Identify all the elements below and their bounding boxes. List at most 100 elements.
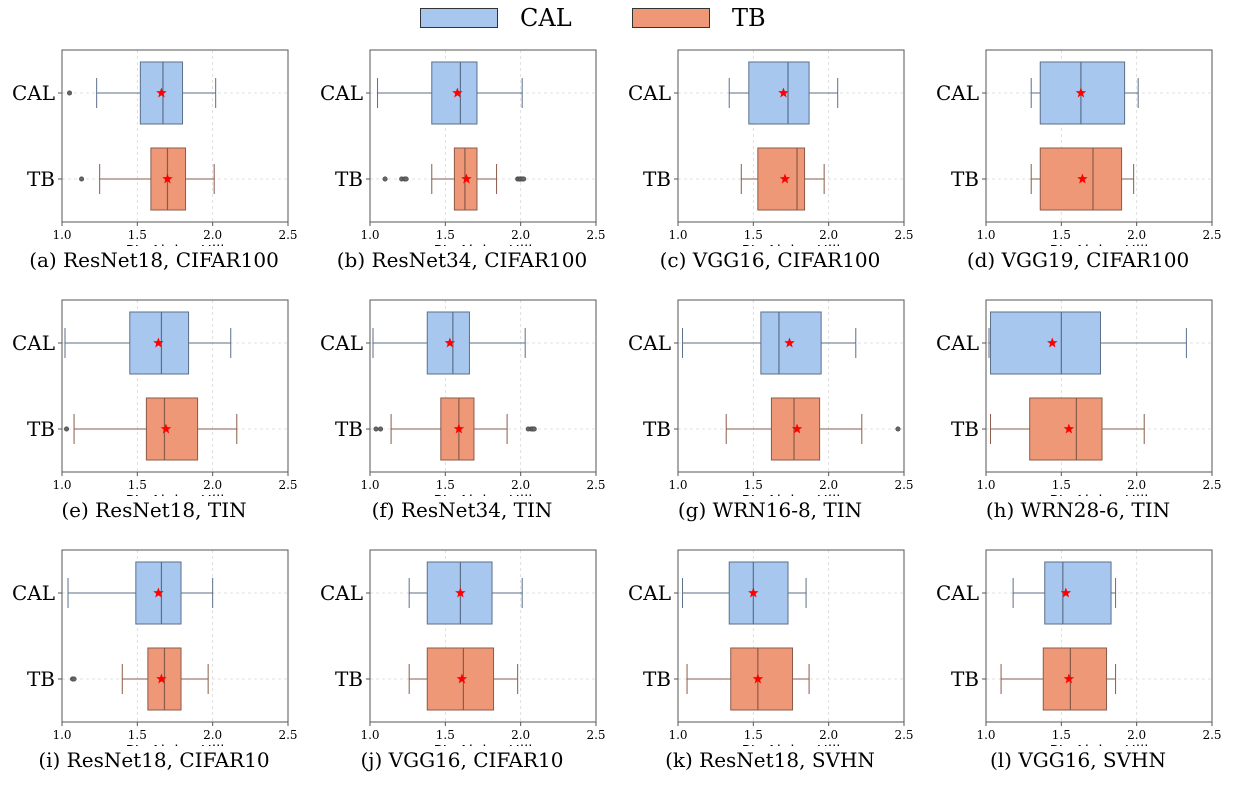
subplot-c: CAL TB 1.0 1.5 2.0 2.5 PL_Alpha_Hill (c) VGG16,…: [616, 36, 924, 286]
outlier-point: [403, 176, 409, 182]
xtick-label: 1.0: [52, 728, 71, 742]
xtick-label: 2.5: [278, 478, 297, 492]
legend-label-tb: TB: [732, 4, 766, 32]
outlier-point: [382, 176, 388, 182]
mean-star-icon: [156, 673, 167, 684]
ytick-label: TB: [951, 417, 979, 441]
mean-star-icon: [156, 87, 167, 98]
xtick-label: 1.0: [976, 728, 995, 742]
plot-frame: [677, 549, 905, 723]
x-axis-label: PL_Alpha_Hill: [434, 492, 533, 496]
xtick-label: 1.5: [1052, 478, 1071, 492]
xtick-label: 1.0: [668, 728, 687, 742]
outlier-point: [521, 176, 527, 182]
mean-star-icon: [1047, 337, 1058, 348]
xtick-label: 1.0: [976, 478, 995, 492]
subplot-f: CAL TB 1.0 1.5 2.0 2.5 PL_Alpha_Hill (f) ResNet…: [308, 286, 616, 536]
ytick-label: TB: [27, 667, 55, 691]
plot-frame: [677, 299, 905, 473]
xtick-label: 1.5: [128, 478, 147, 492]
legend-swatch-tb: [632, 8, 710, 28]
legend-item-tb: TB: [632, 4, 766, 32]
xtick-label: 1.5: [744, 228, 763, 242]
xtick-label: 2.5: [586, 228, 605, 242]
boxplot-chart: CAL TB 1.0 1.5 2.0 2.5 PL_Alpha_Hill: [936, 549, 1222, 746]
xtick-label: 1.5: [128, 228, 147, 242]
x-axis-label: PL_Alpha_Hill: [1050, 242, 1149, 246]
subplot-caption: (h) WRN28-6, TIN: [985, 498, 1171, 522]
ytick-label: TB: [335, 167, 363, 191]
mean-star-icon: [748, 587, 759, 598]
subplot-caption: (k) ResNet18, SVHN: [665, 748, 875, 772]
plot-frame: [985, 549, 1213, 723]
xtick-label: 2.5: [278, 728, 297, 742]
ytick-label: CAL: [320, 331, 363, 355]
ytick-label: TB: [643, 667, 671, 691]
xtick-label: 1.0: [52, 228, 71, 242]
xtick-label: 1.0: [360, 228, 379, 242]
ytick-label: TB: [27, 417, 55, 441]
ytick-label: TB: [643, 417, 671, 441]
xtick-label: 2.5: [586, 478, 605, 492]
subplot-k: CAL TB 1.0 1.5 2.0 2.5 PL_Alpha_Hill (k) ResNet…: [616, 536, 924, 786]
xtick-label: 1.5: [1052, 228, 1071, 242]
ytick-label: CAL: [320, 581, 363, 605]
subplot-g: CAL TB 1.0 1.5 2.0 2.5 PL_Alpha_Hill (g) WRN16-…: [616, 286, 924, 536]
x-axis-label: PL_Alpha_Hill: [1050, 742, 1149, 746]
xtick-label: 2.5: [586, 728, 605, 742]
subplot-a: CAL TB 1.0 1.5 2.0 2.5 PL_Alpha_Hill (a) ResNet…: [0, 36, 308, 286]
boxplot-chart: CAL TB 1.0 1.5 2.0 2.5 PL_Alpha_Hill: [628, 299, 914, 496]
boxplot-chart: CAL TB 1.0 1.5 2.0 2.5 PL_Alpha_Hill: [12, 549, 298, 746]
box-tb: [730, 647, 794, 711]
boxplot-chart: CAL TB 1.0 1.5 2.0 2.5 PL_Alpha_Hill: [320, 49, 606, 246]
xtick-label: 2.0: [819, 228, 838, 242]
subplot-caption: (i) ResNet18, CIFAR10: [38, 748, 270, 772]
xtick-label: 1.5: [128, 728, 147, 742]
xtick-label: 2.0: [203, 228, 222, 242]
xtick-label: 2.0: [819, 478, 838, 492]
outlier-point: [64, 426, 70, 432]
xtick-label: 1.0: [360, 728, 379, 742]
xtick-label: 2.5: [894, 728, 913, 742]
xtick-label: 2.0: [511, 478, 530, 492]
box-cal: [1044, 561, 1112, 625]
mean-star-icon: [153, 587, 164, 598]
x-axis-label: PL_Alpha_Hill: [742, 742, 841, 746]
x-axis-label: PL_Alpha_Hill: [126, 492, 225, 496]
xtick-label: 1.5: [744, 478, 763, 492]
ytick-label: TB: [951, 167, 979, 191]
subplot-d: CAL TB 1.0 1.5 2.0 2.5 PL_Alpha_Hill (d) VGG19,…: [924, 36, 1232, 286]
legend-item-cal: CAL: [420, 4, 572, 32]
ytick-label: TB: [643, 167, 671, 191]
xtick-label: 1.5: [1052, 728, 1071, 742]
xtick-label: 2.5: [1202, 728, 1221, 742]
plot-frame: [369, 299, 597, 473]
subplot-l: CAL TB 1.0 1.5 2.0 2.5 PL_Alpha_Hill (l) VGG16,…: [924, 536, 1232, 786]
plot-frame: [61, 549, 289, 723]
plot-frame: [61, 49, 289, 223]
subplot-caption: (l) VGG16, SVHN: [989, 748, 1166, 772]
box-cal: [748, 61, 810, 125]
xtick-label: 2.0: [1127, 728, 1146, 742]
xtick-label: 1.5: [436, 228, 455, 242]
ytick-label: CAL: [12, 81, 55, 105]
xtick-label: 2.5: [278, 228, 297, 242]
ytick-label: CAL: [936, 331, 979, 355]
subplot-caption: (a) ResNet18, CIFAR100: [29, 248, 279, 272]
xtick-label: 2.0: [819, 728, 838, 742]
xtick-label: 1.0: [668, 478, 687, 492]
box-cal: [728, 561, 789, 625]
boxplot-chart: CAL TB 1.0 1.5 2.0 2.5 PL_Alpha_Hill: [12, 49, 298, 246]
plot-frame: [985, 299, 1213, 473]
boxplot-chart: CAL TB 1.0 1.5 2.0 2.5 PL_Alpha_Hill: [628, 549, 914, 746]
mean-star-icon: [455, 587, 466, 598]
boxplot-chart: CAL TB 1.0 1.5 2.0 2.5 PL_Alpha_Hill: [936, 299, 1222, 496]
outlier-point: [79, 176, 85, 182]
mean-star-icon: [778, 87, 789, 98]
xtick-label: 2.5: [894, 478, 913, 492]
xtick-label: 2.0: [511, 728, 530, 742]
subplot-caption: (e) ResNet18, TIN: [61, 498, 247, 522]
mean-star-icon: [784, 337, 795, 348]
ytick-label: CAL: [12, 581, 55, 605]
ytick-label: TB: [27, 167, 55, 191]
